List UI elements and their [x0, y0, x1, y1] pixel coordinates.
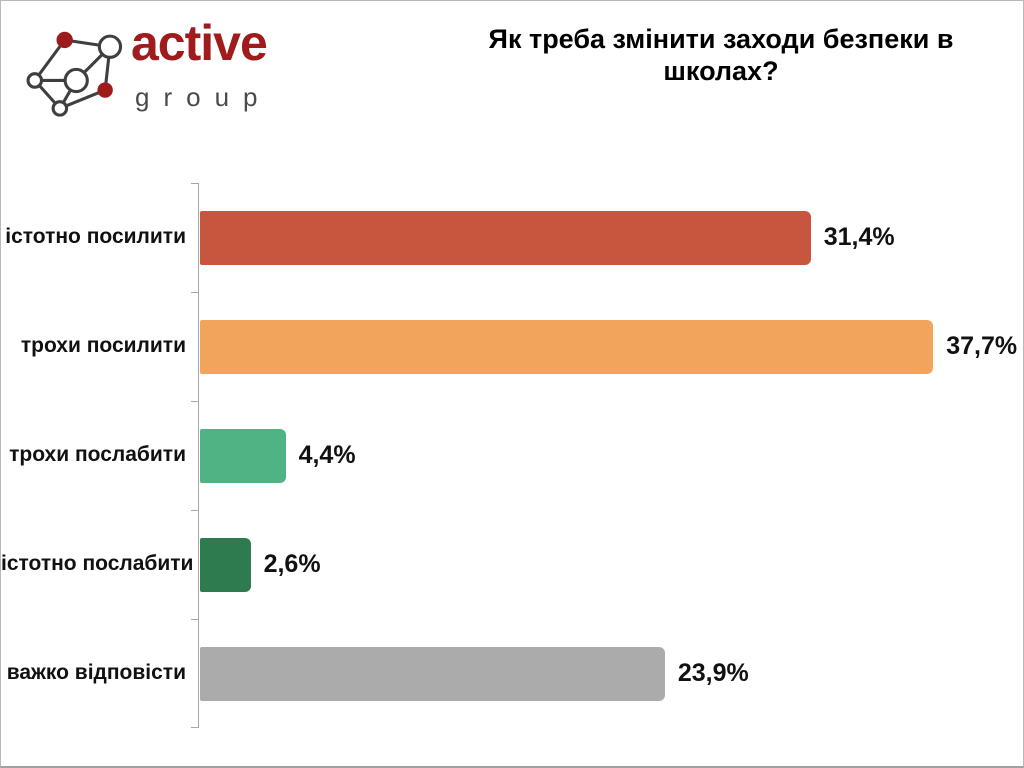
network-nodes-icon — [26, 31, 123, 117]
value-label: 37,7% — [946, 331, 1018, 360]
bar — [200, 319, 934, 374]
chart-title: Як треба змінити заходи безпеки в школах… — [488, 24, 954, 87]
category-label: трохи послабити — [9, 442, 186, 466]
value-label: 4,4% — [298, 440, 356, 469]
bar — [200, 537, 251, 592]
axis-tick — [191, 401, 199, 402]
axis-tick — [191, 727, 199, 728]
bar-row: трохи послабити 4,4% — [1, 401, 1024, 510]
bar-row: важко відповісти 23,9% — [1, 619, 1024, 728]
axis-tick — [191, 292, 199, 293]
value-label: 2,6% — [263, 549, 321, 578]
bar — [200, 646, 665, 701]
category-label: важко відповісти — [6, 660, 186, 684]
logo-node-red-top — [56, 31, 73, 49]
logo-node-red-right — [97, 82, 113, 98]
logo-brand-text: active — [131, 15, 268, 71]
y-axis-line — [198, 183, 199, 728]
category-label: істотно послабити — [1, 551, 194, 575]
bar-row: істотно послабити 2,6% — [1, 510, 1024, 619]
bar-row: істотно посилити 31,4% — [1, 183, 1024, 292]
bar — [200, 210, 811, 265]
category-label: істотно посилити — [5, 224, 186, 248]
axis-tick — [191, 183, 199, 184]
value-label: 23,9% — [677, 658, 749, 687]
category-label: трохи посилити — [20, 333, 186, 357]
bar-row: трохи посилити 37,7% — [1, 292, 1024, 401]
bar-chart: істотно посилити 31,4% трохи посилити 37,7%… — [1, 183, 1024, 728]
value-label: 31,4% — [823, 222, 895, 251]
logo-sub-text: group — [135, 82, 272, 112]
bar — [200, 428, 286, 483]
axis-tick — [191, 619, 199, 620]
axis-tick — [191, 510, 199, 511]
